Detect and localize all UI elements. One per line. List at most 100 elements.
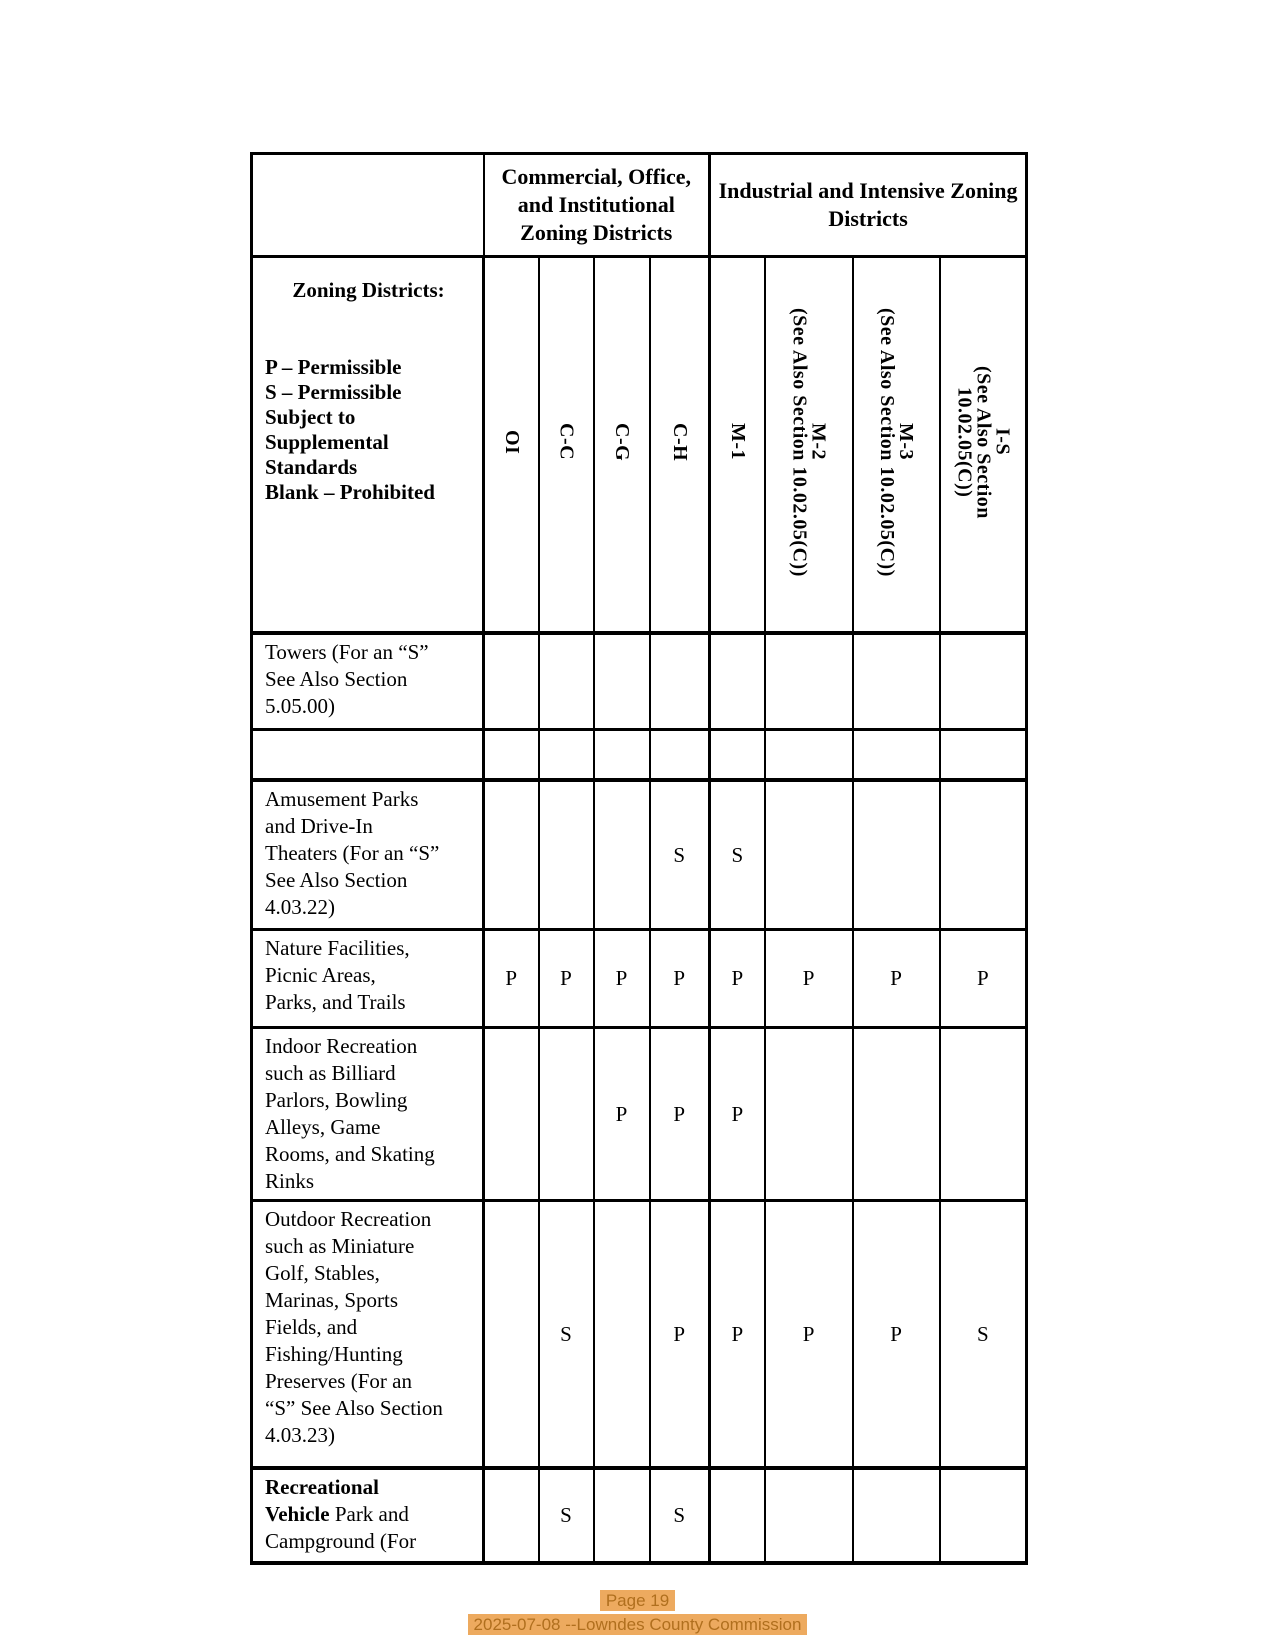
empty-cell bbox=[482, 778, 540, 931]
use-row: Recreational Vehicle Park and Campground… bbox=[250, 1466, 1028, 1565]
column-header-text: OI bbox=[500, 429, 523, 455]
permission-cell: P bbox=[708, 1199, 766, 1470]
column-header-m-2: M-2 (See Also Section 10.02.05(C)) bbox=[763, 255, 854, 635]
use-row: Nature Facilities, Picnic Areas, Parks, … bbox=[250, 928, 1028, 1029]
permission-cell: S bbox=[648, 778, 711, 931]
empty-cell bbox=[537, 778, 595, 931]
column-header-text: C-G bbox=[611, 422, 633, 462]
empty-cell bbox=[851, 1466, 941, 1565]
empty-cell bbox=[537, 1026, 595, 1202]
empty-cell bbox=[708, 728, 766, 782]
column-header-i-s: I-S (See Also Section 10.02.05(C)) bbox=[938, 255, 1028, 635]
empty-cell bbox=[708, 1466, 766, 1565]
legend-line-supplemental: S – Permissible Subject to Supplemental … bbox=[265, 380, 402, 479]
empty-cell bbox=[851, 728, 941, 782]
permission-cell: P bbox=[851, 1199, 941, 1470]
permission-cell: P bbox=[708, 1026, 766, 1202]
permission-cell: P bbox=[648, 1199, 711, 1470]
empty-cell bbox=[482, 1199, 540, 1470]
row-label: Amusement Parks and Drive-In Theaters (F… bbox=[250, 778, 485, 931]
group-header-row: Commercial, Office, and Institutional Zo… bbox=[250, 152, 1028, 258]
use-row: Amusement Parks and Drive-In Theaters (F… bbox=[250, 778, 1028, 931]
legend-cell: Zoning Districts: P – Permissible S – Pe… bbox=[250, 255, 485, 635]
empty-cell bbox=[648, 631, 711, 731]
permission-cell: P bbox=[938, 928, 1028, 1029]
row-label: Recreational Vehicle Park and Campground… bbox=[250, 1466, 485, 1565]
empty-cell bbox=[851, 631, 941, 731]
empty-cell bbox=[537, 728, 595, 782]
empty-cell bbox=[938, 778, 1028, 931]
empty-cell bbox=[592, 778, 651, 931]
empty-cell bbox=[592, 1466, 651, 1565]
empty-cell bbox=[938, 1026, 1028, 1202]
column-header-text: M-1 bbox=[726, 423, 749, 461]
permission-cell: P bbox=[648, 1026, 711, 1202]
empty-cell bbox=[763, 728, 854, 782]
row-label: Outdoor Recreation such as Miniature Gol… bbox=[250, 1199, 485, 1470]
column-header-c-g: C-G bbox=[592, 255, 651, 635]
page-number-stamp: Page 19 bbox=[599, 1590, 676, 1611]
legend-title: Zoning Districts: bbox=[292, 278, 445, 302]
empty-cell bbox=[763, 1466, 854, 1565]
group-header-commercial: Commercial, Office, and Institutional Zo… bbox=[482, 152, 711, 258]
permission-cell: P bbox=[763, 1199, 854, 1470]
row-label: Nature Facilities, Picnic Areas, Parks, … bbox=[250, 928, 485, 1029]
empty-cell bbox=[537, 631, 595, 731]
permission-cell: S bbox=[938, 1199, 1028, 1470]
empty-cell bbox=[482, 1466, 540, 1565]
row-label: Towers (For an “S” See Also Section 5.05… bbox=[250, 631, 485, 731]
empty-cell bbox=[763, 631, 854, 731]
use-row: Towers (For an “S” See Also Section 5.05… bbox=[250, 631, 1028, 731]
column-header-c-c: C-C bbox=[537, 255, 595, 635]
permission-cell: S bbox=[537, 1199, 595, 1470]
empty-cell bbox=[763, 1026, 854, 1202]
permission-cell: S bbox=[648, 1466, 711, 1565]
use-row: Indoor Recreation such as Billiard Parlo… bbox=[250, 1026, 1028, 1202]
column-header-text: I-S (See Also Section 10.02.05(C)) bbox=[953, 365, 1014, 519]
empty-cell bbox=[592, 1199, 651, 1470]
page-footer: Page 19 2025-07-08 --Lowndes County Comm… bbox=[0, 1589, 1275, 1637]
empty-cell bbox=[851, 1026, 941, 1202]
empty-cell bbox=[708, 631, 766, 731]
empty-cell bbox=[648, 728, 711, 782]
empty-cell bbox=[763, 778, 854, 931]
table-body: Towers (For an “S” See Also Section 5.05… bbox=[250, 631, 1028, 1565]
empty-cell bbox=[482, 728, 540, 782]
legend-lines: P – Permissible S – Permissible Subject … bbox=[265, 355, 455, 505]
zoning-permissions-table: Commercial, Office, and Institutional Zo… bbox=[250, 152, 1029, 1565]
column-header-text: M-2 (See Also Section 10.02.05(C)) bbox=[788, 307, 830, 577]
empty-cell bbox=[482, 1026, 540, 1202]
permission-cell: P bbox=[708, 928, 766, 1029]
group-header-industrial: Industrial and Intensive Zoning District… bbox=[708, 152, 1028, 258]
permission-cell: S bbox=[537, 1466, 595, 1565]
permission-cell: P bbox=[482, 928, 540, 1029]
permission-cell: P bbox=[537, 928, 595, 1029]
empty-cell bbox=[938, 728, 1028, 782]
empty-cell bbox=[482, 631, 540, 731]
empty-cell bbox=[938, 1466, 1028, 1565]
spacer-row bbox=[250, 728, 1028, 782]
permission-cell: P bbox=[648, 928, 711, 1029]
column-header-m-1: M-1 bbox=[708, 255, 766, 635]
permission-cell: P bbox=[592, 1026, 651, 1202]
column-header-text: C-C bbox=[555, 423, 578, 461]
legend-line-prohibited: Blank – Prohibited bbox=[265, 480, 435, 504]
corner-cell bbox=[250, 152, 485, 258]
empty-cell bbox=[851, 778, 941, 931]
permission-cell: P bbox=[851, 928, 941, 1029]
column-header-row: Zoning Districts: P – Permissible S – Pe… bbox=[250, 255, 1028, 635]
empty-cell bbox=[592, 728, 651, 782]
column-header-oi: OI bbox=[482, 255, 540, 635]
column-header-text: M-3 (See Also Section 10.02.05(C)) bbox=[876, 307, 918, 577]
permission-cell: P bbox=[592, 928, 651, 1029]
empty-cell bbox=[938, 631, 1028, 731]
legend-line-permissible: P – Permissible bbox=[265, 355, 402, 379]
column-header-text: C-H bbox=[668, 422, 691, 462]
permission-cell: P bbox=[763, 928, 854, 1029]
column-header-c-h: C-H bbox=[648, 255, 711, 635]
empty-cell bbox=[592, 631, 651, 731]
column-header-m-3: M-3 (See Also Section 10.02.05(C)) bbox=[851, 255, 941, 635]
use-row: Outdoor Recreation such as Miniature Gol… bbox=[250, 1199, 1028, 1470]
row-label bbox=[250, 728, 485, 782]
permission-cell: S bbox=[708, 778, 766, 931]
